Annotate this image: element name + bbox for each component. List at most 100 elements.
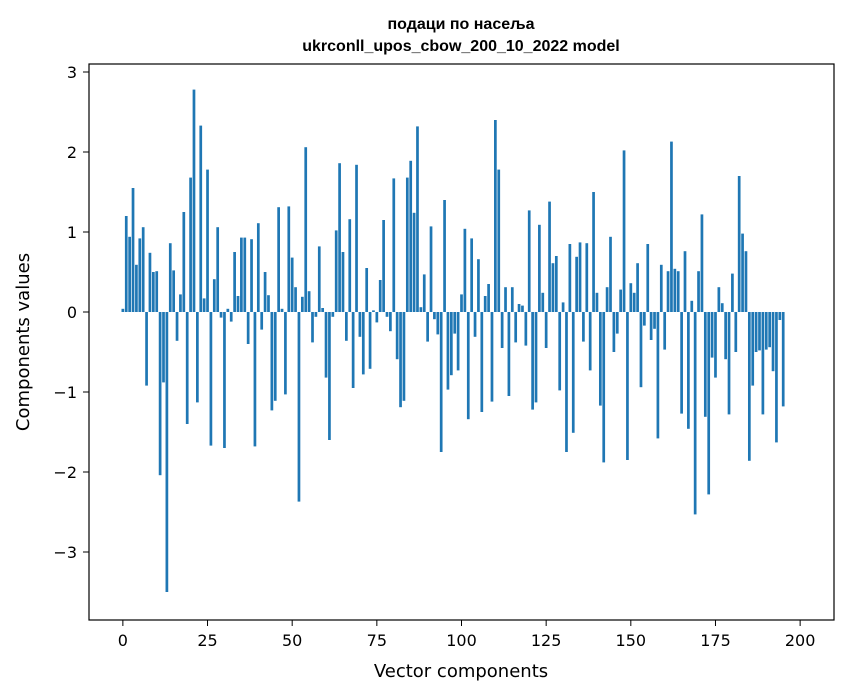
bar-194: [778, 312, 782, 320]
bar-34: [236, 296, 240, 312]
bar-148: [622, 150, 626, 312]
bar-177: [720, 303, 724, 312]
bar-101: [463, 228, 467, 312]
bar-85: [409, 160, 413, 312]
bar-77: [382, 220, 385, 312]
bar-47: [280, 308, 284, 312]
bar-24: [202, 298, 206, 312]
bar-33: [233, 252, 236, 312]
bar-56: [311, 312, 314, 343]
bar-147: [619, 289, 623, 312]
y-tick-label-5: 2: [67, 143, 77, 162]
bar-118: [521, 305, 524, 312]
bar-7: [145, 312, 148, 386]
bars-group: [121, 89, 785, 592]
bar-127: [551, 263, 555, 312]
bar-128: [554, 256, 558, 312]
y-tick-label-6: 3: [67, 63, 77, 82]
bar-97: [449, 312, 453, 376]
bar-84: [405, 177, 409, 312]
bar-136: [582, 312, 585, 342]
bar-9: [151, 272, 155, 312]
bar-174: [710, 312, 714, 358]
bar-192: [771, 312, 775, 372]
bar-155: [646, 244, 650, 312]
bar-18: [182, 212, 186, 312]
bar-8: [148, 252, 152, 312]
bar-160: [663, 312, 667, 350]
bar-105: [477, 259, 480, 312]
bar-38: [250, 239, 253, 312]
bar-113: [504, 287, 507, 312]
bar-45: [273, 312, 277, 401]
bar-61: [328, 312, 331, 440]
bar-88: [419, 307, 423, 312]
y-tick-label-4: 1: [67, 223, 77, 242]
bar-165: [680, 312, 683, 414]
bar-195: [781, 312, 785, 407]
bar-30: [223, 312, 226, 448]
x-axis: 0 25 50 75 100 125 150 175 200: [118, 620, 816, 650]
bar-70: [358, 312, 362, 337]
bar-41: [260, 312, 264, 330]
bar-57: [314, 312, 318, 317]
bar-14: [168, 243, 172, 312]
bar-53: [300, 296, 304, 312]
bar-83: [402, 312, 406, 401]
x-tick-label-100: 100: [446, 631, 477, 650]
bar-43: [267, 295, 270, 312]
bar-151: [632, 292, 636, 312]
bar-132: [568, 244, 572, 312]
bar-92: [433, 312, 436, 320]
bar-131: [565, 312, 568, 452]
bar-32: [229, 312, 233, 322]
bar-91: [429, 226, 433, 312]
bar-95: [443, 200, 446, 312]
bar-49: [287, 206, 291, 312]
bar-110: [494, 120, 497, 312]
bar-130: [561, 302, 565, 312]
bar-182: [737, 176, 741, 312]
bar-42: [263, 272, 267, 312]
bar-126: [548, 201, 551, 312]
bar-107: [483, 296, 487, 312]
bar-12: [162, 312, 165, 383]
bar-115: [510, 287, 514, 312]
x-tick-label-175: 175: [700, 631, 731, 650]
bar-16: [175, 312, 179, 341]
bar-78: [385, 312, 389, 317]
bar-4: [135, 264, 138, 312]
bar-26: [209, 312, 213, 446]
bar-64: [338, 163, 341, 312]
bar-191: [768, 312, 772, 348]
bar-19: [185, 312, 189, 424]
bar-181: [734, 312, 738, 352]
bar-40: [256, 223, 260, 312]
bar-0: [121, 308, 125, 312]
bar-44: [270, 312, 274, 411]
x-tick-label-200: 200: [785, 631, 816, 650]
bar-71: [361, 312, 365, 375]
bar-154: [643, 312, 646, 326]
bar-156: [649, 312, 653, 340]
bar-108: [487, 284, 490, 312]
bar-119: [524, 312, 528, 346]
bar-129: [558, 312, 562, 391]
bar-157: [653, 312, 656, 329]
y-tick-label-2: −1: [53, 383, 77, 402]
bar-79: [389, 312, 392, 332]
bar-141: [598, 312, 602, 406]
bar-166: [683, 251, 687, 312]
bar-114: [507, 312, 511, 396]
bar-74: [372, 310, 375, 312]
bar-104: [473, 312, 477, 337]
bar-5: [138, 238, 142, 312]
bar-145: [612, 312, 616, 352]
bar-93: [436, 312, 440, 335]
bar-122: [534, 312, 538, 403]
bar-162: [670, 141, 673, 312]
bar-188: [758, 312, 761, 351]
bar-168: [690, 300, 694, 312]
bar-146: [615, 312, 619, 334]
bar-20: [189, 177, 192, 312]
